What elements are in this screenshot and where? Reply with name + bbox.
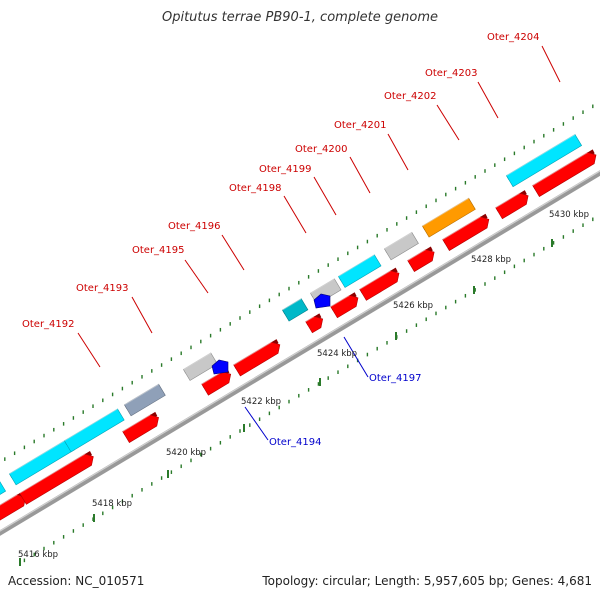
top-row-feature [63,408,125,453]
tick-marks [4,104,594,566]
genome-summary-text: Topology: circular; Length: 5,957,605 bp… [262,574,592,588]
top-row-feature-gloss [422,197,469,227]
map-title: Opitutus terrae PB90-1, complete genome [161,10,439,25]
top-row-feature-gloss [310,278,335,294]
callout-line [436,104,460,141]
callout-line [131,296,153,334]
callout-line [349,156,371,194]
tick-label: 5422 kbp [241,397,281,407]
gene-label-oter-4194[interactable]: Oter_4194 [269,437,322,448]
callout-line [244,406,269,441]
callout-line [77,332,101,368]
callout-line [343,336,369,378]
tick-label: 5428 kbp [471,255,511,265]
forward-cds-arrow-gloss [122,414,151,432]
forward-cds-arrow-gloss [233,341,272,366]
forward-cds-arrow-gloss [359,270,391,290]
top-row-feature-gloss [282,298,302,311]
tick-label: 5430 kbp [549,210,589,220]
top-row-feature-gloss [64,408,118,442]
top-row-feature-gloss [124,383,159,406]
backbone-line [0,170,600,536]
top-row-feature-gloss [183,352,212,370]
backbone-highlight [0,170,600,532]
tick-label: 5420 kbp [166,448,206,458]
top-row-feature-gloss [9,438,68,475]
gene-label-oter-4203[interactable]: Oter_4203 [425,68,478,79]
callout-line [184,259,209,294]
callout-line [541,45,561,83]
gene-label-oter-4202[interactable]: Oter_4202 [384,91,437,102]
gene-label-oter-4195[interactable]: Oter_4195 [132,245,185,256]
forward-cds-arrow-gloss [305,316,315,323]
feature-track [0,133,597,521]
gene-label-oter-4199[interactable]: Oter_4199 [259,164,312,175]
reverse-cds-arrow [211,359,229,375]
gene-callouts [77,45,561,441]
forward-cds-arrow-gloss [201,371,223,385]
reverse-cds-arrow [313,293,331,309]
forward-cds-arrow-gloss [442,216,481,240]
gene-label-oter-4204[interactable]: Oter_4204 [487,32,540,43]
forward-cds-arrow [305,316,324,334]
forward-cds-arrow-gloss [407,249,426,261]
top-row-feature [0,481,7,495]
top-row-feature-gloss [384,231,413,250]
gene-label-oter-4196[interactable]: Oter_4196 [168,221,221,232]
accession-text: Accession: NC_010571 [8,574,145,588]
gene-label-oter-4200[interactable]: Oter_4200 [295,144,348,155]
forward-cds-arrow-gloss [532,152,588,186]
gene-label-oter-4197[interactable]: Oter_4197 [369,373,422,384]
callout-line [221,234,245,271]
forward-cds-arrow-gloss [495,192,520,209]
callout-line [477,81,499,119]
gene-label-oter-4198[interactable]: Oter_4198 [229,183,282,194]
forward-cds-arrow [495,192,529,220]
gene-label-oter-4193[interactable]: Oter_4193 [76,283,129,294]
top-row-feature-gloss [506,133,576,176]
top-row-feature [123,383,166,417]
callout-line [283,195,307,234]
top-row-feature-gloss [338,254,375,277]
tick-label: 5418 kbp [92,499,132,509]
gene-label-oter-4192[interactable]: Oter_4192 [22,319,75,330]
gene-label-oter-4201[interactable]: Oter_4201 [334,120,387,131]
forward-cds-arrow-gloss [330,294,350,308]
tick-label: 5426 kbp [393,301,433,311]
forward-cds-arrow-gloss [19,453,86,494]
tick-label: 5424 kbp [317,349,357,359]
genome-backbone [0,170,600,536]
callout-line [387,133,409,171]
callout-line [313,176,337,216]
forward-cds-arrow-gloss [0,494,18,506]
tick-label: 5416 kbp [18,550,58,560]
